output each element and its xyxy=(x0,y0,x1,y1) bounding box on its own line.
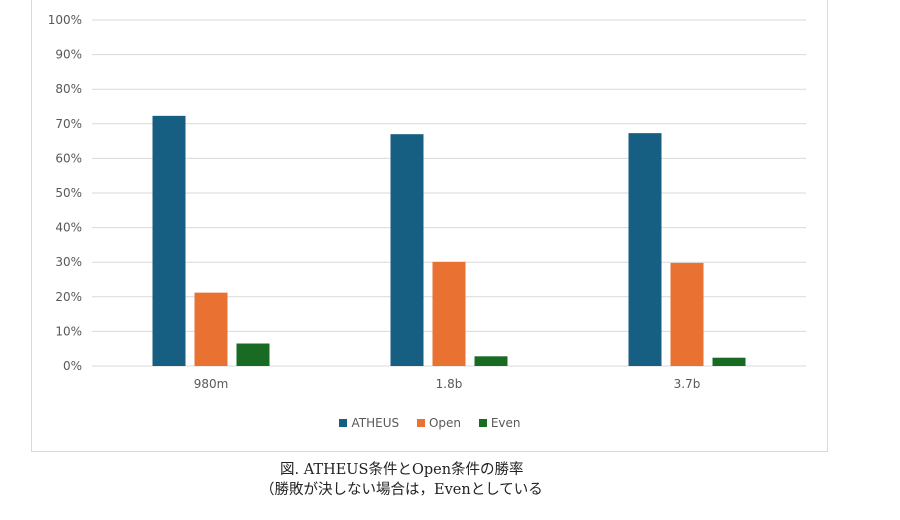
bar-open-980m xyxy=(194,292,228,366)
figure-caption: 図. ATHEUS条件とOpen条件の勝率 （勝敗が決しない場合は，Evenとし… xyxy=(260,460,660,500)
y-tick-label: 80% xyxy=(55,82,82,96)
y-tick-label: 50% xyxy=(55,186,82,200)
y-tick-label: 30% xyxy=(55,255,82,269)
y-tick-label: 60% xyxy=(55,151,82,165)
caption-line-1: 図. ATHEUS条件とOpen条件の勝率 xyxy=(280,462,524,478)
bar-even-980m xyxy=(236,343,270,366)
y-tick-label: 40% xyxy=(55,221,82,235)
bar-open-3.7b xyxy=(670,262,704,366)
caption-line-2: （勝敗が決しない場合は，Evenとしている xyxy=(260,482,543,498)
y-tick-label: 0% xyxy=(63,359,82,373)
legend-swatch xyxy=(416,419,425,427)
bar-open-1.8b xyxy=(432,261,466,366)
legend-swatch xyxy=(339,419,348,427)
x-tick-label: 980m xyxy=(194,377,229,391)
legend-label: Even xyxy=(490,416,521,430)
x-tick-label: 1.8b xyxy=(436,377,463,391)
legend-label: Open xyxy=(428,416,461,430)
bar-even-3.7b xyxy=(712,357,746,366)
x-tick-label: 3.7b xyxy=(674,377,701,391)
legend-item-open: Open xyxy=(416,416,461,430)
y-tick-label: 90% xyxy=(55,48,82,62)
bar-atheus-980m xyxy=(152,115,186,366)
bar-chart: 0% 10% 20% 30% 40% 50% 60% 70% 80% 90% 100% 980m 1.8… xyxy=(48,13,806,391)
chart-frame xyxy=(31,0,828,452)
bar-atheus-3.7b xyxy=(628,133,662,366)
legend: ATHEUS Open Even xyxy=(0,416,860,430)
bar-atheus-1.8b xyxy=(390,134,424,366)
legend-item-even: Even xyxy=(478,416,521,430)
y-tick-label: 20% xyxy=(55,290,82,304)
legend-swatch xyxy=(478,419,487,427)
y-tick-label: 10% xyxy=(55,324,82,338)
legend-item-atheus: ATHEUS xyxy=(339,416,399,430)
legend-label: ATHEUS xyxy=(351,416,400,430)
bar-even-1.8b xyxy=(474,356,508,366)
y-tick-label: 100% xyxy=(48,13,82,27)
y-tick-label: 70% xyxy=(55,117,82,131)
